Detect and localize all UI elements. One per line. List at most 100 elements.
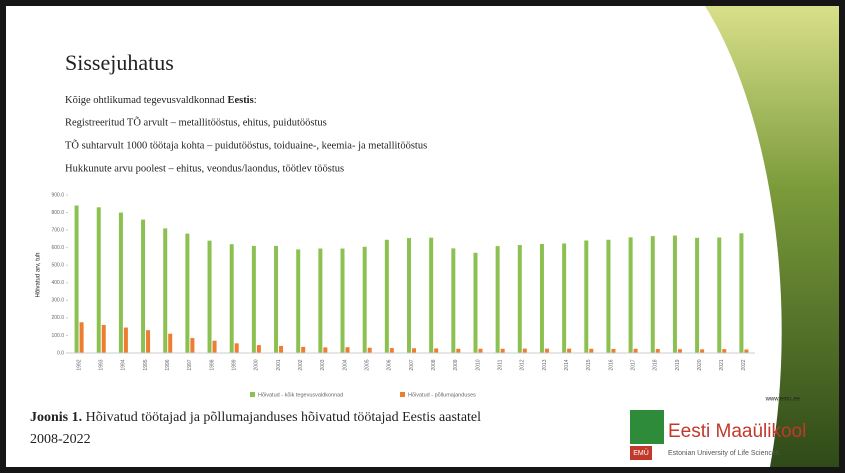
bar <box>562 243 567 353</box>
x-tick-label: 1995 <box>143 359 149 370</box>
logo-badge-bg <box>630 446 652 460</box>
x-tick-label: 2002 <box>298 359 304 370</box>
bar <box>323 347 328 353</box>
x-tick-label: 1994 <box>121 359 127 370</box>
x-tick-label: 2008 <box>431 359 437 370</box>
x-tick-label: 2001 <box>276 359 282 370</box>
legend-swatch <box>250 392 255 397</box>
bar <box>79 322 84 353</box>
y-tick-label: 900.0 <box>51 192 64 198</box>
x-tick-label: 2003 <box>320 359 326 370</box>
bar <box>473 252 478 353</box>
bar <box>655 348 660 353</box>
bar <box>478 348 483 353</box>
bar <box>340 248 345 353</box>
x-tick-label: 2004 <box>342 359 348 370</box>
bar <box>185 233 190 353</box>
bullet: TÕ suhtarvult 1000 töötaja kohta – puidu… <box>65 139 427 151</box>
bar <box>229 244 234 353</box>
bar <box>650 236 655 353</box>
bar <box>141 219 146 353</box>
bar <box>123 327 128 353</box>
bar <box>672 235 677 353</box>
bar <box>611 348 616 353</box>
bar <box>695 237 700 353</box>
bar <box>168 333 173 353</box>
bar <box>633 348 638 353</box>
y-tick-label: 800.0 <box>51 210 64 216</box>
bar <box>367 347 372 353</box>
x-tick-label: 1996 <box>165 359 171 370</box>
bar <box>118 212 123 353</box>
bar <box>234 343 239 353</box>
bar <box>517 245 522 353</box>
x-tick-label: 2010 <box>475 359 481 370</box>
bar <box>301 346 306 353</box>
logo-url: www.emu.ee <box>765 397 801 403</box>
bar <box>412 348 416 353</box>
bar <box>677 349 682 353</box>
bar <box>700 349 705 353</box>
bar <box>96 207 101 353</box>
bar <box>539 243 544 353</box>
bar <box>628 237 633 353</box>
x-tick-label: 2016 <box>608 359 614 370</box>
bar <box>500 348 505 353</box>
bar <box>567 348 572 353</box>
logo-badge: EMÜ <box>633 449 649 457</box>
x-tick-label: 2021 <box>719 359 725 370</box>
bar <box>434 348 439 353</box>
x-tick-label: 2020 <box>697 359 703 370</box>
bar <box>544 348 549 353</box>
bar <box>296 249 301 353</box>
bar <box>279 345 284 353</box>
bar <box>190 338 195 353</box>
slide-title: Sissejuhatus <box>65 50 174 75</box>
x-tick-label: 2015 <box>586 359 592 370</box>
bar <box>522 348 527 353</box>
y-tick-label: 0.0 <box>57 350 64 356</box>
legend-label: Hõivatud - põllumajanduses <box>408 392 476 398</box>
y-tick-label: 600.0 <box>51 245 64 251</box>
bar <box>451 248 456 353</box>
bar <box>207 240 212 353</box>
bar <box>318 248 323 353</box>
y-tick-label: 700.0 <box>51 227 64 233</box>
x-tick-label: 1993 <box>99 359 105 370</box>
intro: Kõige ohtlikumad tegevusvaldkonnad Eesti… <box>65 95 257 106</box>
x-tick-label: 1992 <box>76 359 82 370</box>
bar <box>429 237 434 353</box>
bar <box>163 228 168 353</box>
x-tick-label: 1999 <box>232 359 238 370</box>
x-tick-label: 2009 <box>453 359 459 370</box>
x-tick-label: 2013 <box>542 359 548 370</box>
bar <box>212 340 217 353</box>
bar <box>274 245 279 353</box>
caption-text: Hõivatud töötajad ja põllumajanduses hõi… <box>86 410 482 425</box>
x-tick-label: 2005 <box>365 359 371 370</box>
x-tick-label: 2017 <box>630 359 636 370</box>
bar <box>495 246 500 353</box>
bullet: Registreeritud TÕ arvult – metallitööstu… <box>65 116 327 128</box>
x-tick-label: 2022 <box>741 359 747 370</box>
y-axis-label: Hõivatud arv, tuh <box>36 253 42 298</box>
caption: Joonis 1. Hõivatud töötajad ja põllumaja… <box>30 410 481 425</box>
y-tick-label: 400.0 <box>51 280 64 286</box>
x-tick-label: 2007 <box>409 359 415 370</box>
intro-end: : <box>254 95 257 106</box>
logo-icon <box>630 410 664 444</box>
bar <box>74 205 79 353</box>
y-tick-label: 300.0 <box>51 298 64 304</box>
bar <box>101 324 106 353</box>
bar <box>606 239 611 353</box>
y-tick-label: 100.0 <box>51 333 64 339</box>
x-tick-label: 2014 <box>564 359 570 370</box>
bar <box>256 345 261 353</box>
bar <box>389 348 394 353</box>
y-tick-label: 200.0 <box>51 315 64 321</box>
bar <box>362 246 367 353</box>
bar <box>384 239 389 353</box>
caption-label: Joonis 1. <box>30 410 82 425</box>
x-tick-label: 2006 <box>387 359 393 370</box>
